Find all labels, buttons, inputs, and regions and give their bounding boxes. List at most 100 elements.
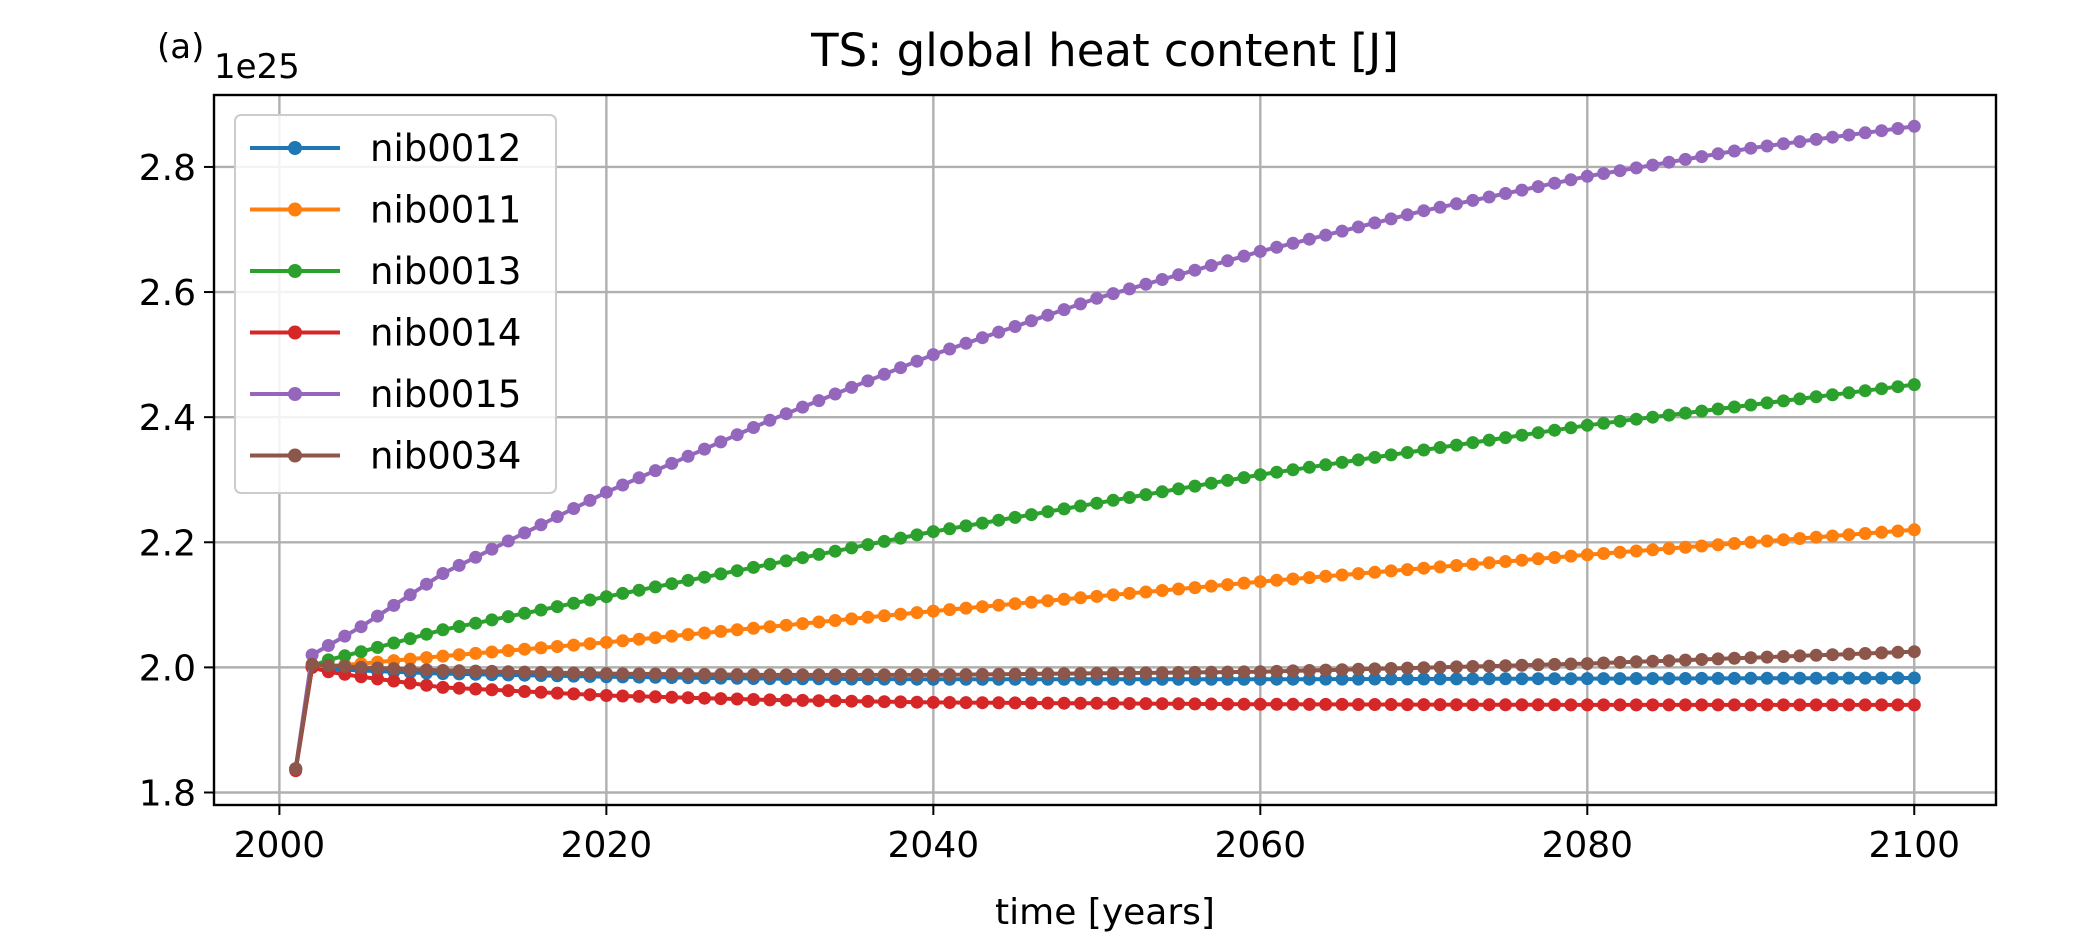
- data-point: [926, 668, 940, 682]
- legend[interactable]: nib0012 nib0011 nib0013 nib0014 nib0015 nib00…: [234, 114, 557, 494]
- data-point: [1172, 666, 1186, 679]
- data-point: [1809, 530, 1823, 544]
- data-point: [714, 692, 728, 706]
- data-point: [1826, 698, 1839, 712]
- series-nib0015: [289, 119, 1921, 776]
- data-point: [1319, 458, 1333, 472]
- data-point: [665, 577, 679, 591]
- series-nib0011: [289, 523, 1921, 776]
- legend-item-nib0012[interactable]: nib0012: [250, 127, 521, 170]
- data-point: [1482, 556, 1496, 570]
- data-point: [1450, 672, 1463, 686]
- series-nib0013: [289, 378, 1921, 776]
- data-point: [1613, 545, 1627, 559]
- data-point: [763, 413, 777, 427]
- series-line-nib0014: [293, 664, 1915, 771]
- data-point: [567, 502, 581, 515]
- legend-item-nib0014[interactable]: nib0014: [250, 312, 521, 355]
- data-point: [616, 634, 630, 648]
- data-point: [1531, 180, 1545, 194]
- data-point: [1597, 656, 1611, 670]
- data-point: [1139, 277, 1153, 291]
- data-point: [1302, 571, 1316, 585]
- data-point: [1057, 502, 1071, 516]
- data-point: [1172, 268, 1186, 282]
- data-point: [1711, 402, 1725, 416]
- data-point: [1499, 187, 1512, 200]
- data-point: [1270, 573, 1284, 587]
- data-point: [1123, 491, 1136, 504]
- data-point: [1172, 482, 1186, 496]
- data-point: [1008, 510, 1022, 524]
- data-point: [534, 665, 548, 679]
- data-point: [812, 668, 826, 682]
- data-point: [861, 374, 875, 388]
- data-point: [861, 694, 875, 708]
- data-point: [583, 593, 597, 607]
- data-point: [1515, 428, 1529, 442]
- data-point: [1678, 152, 1692, 166]
- data-point: [1090, 696, 1104, 710]
- data-point: [1466, 436, 1480, 450]
- data-point: [877, 367, 891, 381]
- data-point: [1548, 672, 1562, 686]
- data-point: [1335, 455, 1349, 469]
- legend-item-nib0034[interactable]: nib0034: [250, 435, 521, 478]
- data-point: [1008, 597, 1022, 611]
- data-point: [1531, 426, 1545, 440]
- data-point: [1629, 544, 1643, 558]
- data-point: [1629, 161, 1643, 175]
- data-point: [747, 560, 760, 574]
- data-point: [403, 632, 417, 646]
- legend-label: nib0012: [370, 127, 521, 170]
- y-tick-label: 2.6: [139, 273, 196, 314]
- data-point: [1335, 663, 1349, 677]
- data-point: [485, 613, 499, 627]
- data-point: [910, 606, 924, 620]
- data-point: [1531, 698, 1545, 712]
- data-point: [501, 665, 515, 679]
- data-point: [1646, 158, 1660, 172]
- data-point: [1090, 496, 1104, 510]
- legend-marker: [288, 141, 302, 155]
- data-point: [1809, 671, 1823, 685]
- data-point: [420, 651, 433, 665]
- y-tick-label: 2.4: [139, 398, 196, 439]
- data-point: [1629, 412, 1643, 426]
- data-point: [877, 609, 891, 623]
- legend-item-nib0015[interactable]: nib0015: [250, 373, 521, 416]
- data-point: [1400, 698, 1414, 712]
- data-point: [1777, 394, 1790, 408]
- data-point: [1106, 287, 1120, 301]
- data-point: [926, 604, 940, 618]
- data-point: [1613, 698, 1627, 712]
- data-point: [550, 600, 564, 614]
- legend-item-nib0013[interactable]: nib0013: [250, 250, 521, 293]
- data-point: [1204, 665, 1218, 679]
- legend-item-nib0011[interactable]: nib0011: [250, 189, 521, 232]
- data-point: [1172, 697, 1186, 711]
- data-point: [1351, 662, 1365, 676]
- data-point: [518, 665, 532, 679]
- data-point: [975, 696, 989, 710]
- data-point: [665, 629, 679, 643]
- data-point: [796, 551, 810, 565]
- data-point: [894, 695, 908, 709]
- data-point: [1875, 671, 1889, 685]
- data-point: [1842, 647, 1856, 661]
- data-point: [1744, 535, 1758, 549]
- data-point: [1155, 666, 1169, 680]
- data-point: [1777, 650, 1790, 663]
- data-point: [452, 620, 466, 633]
- data-point: [599, 485, 613, 499]
- data-point: [354, 645, 368, 659]
- data-point: [796, 617, 810, 631]
- data-point: [338, 649, 352, 663]
- data-point: [877, 695, 891, 709]
- legend-label: nib0034: [370, 435, 521, 478]
- data-point: [1008, 696, 1022, 710]
- data-point: [616, 667, 630, 681]
- data-point: [1155, 697, 1169, 711]
- data-point: [1041, 594, 1055, 608]
- data-point: [1351, 672, 1365, 686]
